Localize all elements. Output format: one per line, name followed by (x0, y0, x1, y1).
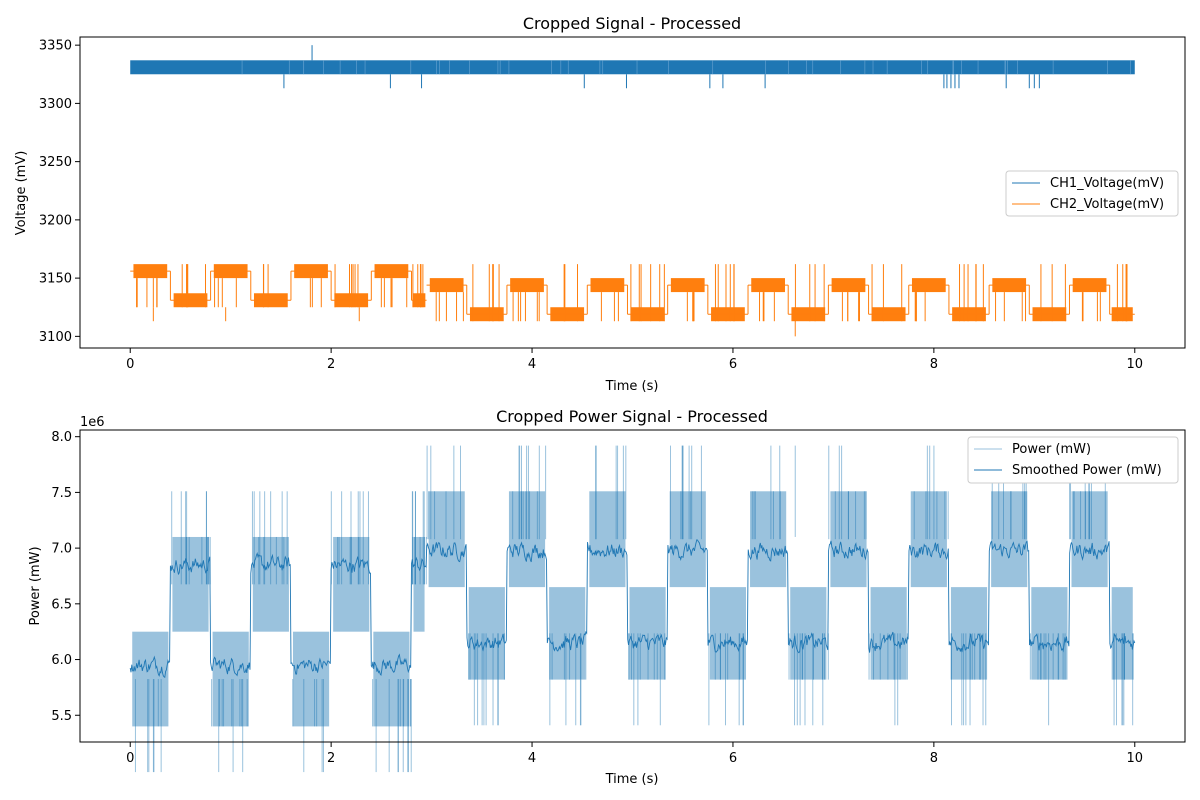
voltage-legend: CH1_Voltage(mV) CH2_Voltage(mV) (1005, 170, 1179, 217)
legend-label-ch2: CH2_Voltage(mV) (1050, 197, 1164, 212)
voltage-ytick-label: 3250 (39, 155, 72, 170)
power-raw-segment (428, 491, 465, 588)
power-chart: Cropped Power Signal - Processed 0 2 4 6 8 10… (28, 407, 1186, 787)
power-axes-frame (79, 429, 1186, 743)
power-xtick-label: 0 (126, 751, 134, 766)
power-plot-area (129, 445, 1136, 773)
power-ytick-label: 5.5 (51, 709, 72, 724)
power-xtick-label: 2 (327, 751, 335, 766)
power-raw-segment (333, 536, 370, 632)
legend-label-smoothed: Smoothed Power (mW) (1012, 463, 1162, 478)
power-raw-segment (373, 631, 410, 727)
power-ticks: 0 2 4 6 8 10 5.5 6.0 6.5 7.0 7.5 8.0 (51, 430, 1143, 766)
power-raw-segment (549, 587, 586, 680)
power-raw-segment (212, 631, 249, 727)
power-raw-segment (950, 587, 988, 680)
voltage-plot-area (130, 45, 1135, 337)
voltage-xtick-label: 6 (729, 357, 737, 372)
voltage-ylabel: Voltage (mV) (14, 151, 29, 236)
power-raw-segment (750, 491, 787, 588)
power-ytick-label: 7.0 (51, 542, 72, 557)
voltage-ytick-label: 3350 (39, 39, 72, 54)
power-xtick-label: 6 (729, 751, 737, 766)
power-raw-segment (669, 491, 706, 588)
power-ytick-label: 8.0 (51, 430, 72, 445)
power-raw-segment (629, 587, 666, 680)
power-raw-segment (132, 631, 169, 727)
power-ytick-label: 7.5 (51, 486, 72, 501)
power-raw-segment (790, 587, 827, 680)
power-raw-segment (1071, 491, 1108, 588)
power-raw-segment (172, 536, 209, 632)
power-raw-segment (413, 536, 425, 632)
voltage-axes-frame (79, 36, 1186, 349)
voltage-xtick-label: 4 (528, 357, 536, 372)
power-offset-text: 1e6 (80, 415, 105, 430)
power-smoothed-line (129, 539, 1136, 679)
voltage-ytick-label: 3200 (39, 213, 72, 228)
power-raw-segment (589, 491, 626, 588)
power-xlabel: Time (s) (605, 772, 659, 787)
power-raw-segment (910, 491, 947, 588)
power-raw-segment (1111, 587, 1133, 680)
power-xtick-label: 4 (528, 751, 536, 766)
power-chart-title: Cropped Power Signal - Processed (496, 407, 768, 426)
power-xtick-label: 8 (930, 751, 938, 766)
power-legend: Power (mW) Smoothed Power (mW) (967, 436, 1179, 484)
voltage-xlabel: Time (s) (605, 379, 659, 394)
voltage-ytick-label: 3150 (39, 272, 72, 287)
power-raw-segment (991, 491, 1028, 588)
ch1-voltage-band (130, 60, 1135, 75)
power-xtick-label: 10 (1126, 751, 1143, 766)
voltage-xtick-label: 10 (1126, 357, 1143, 372)
legend-label-ch1: CH1_Voltage(mV) (1050, 176, 1164, 191)
power-ylabel: Power (mW) (28, 546, 43, 625)
voltage-xtick-label: 2 (327, 357, 335, 372)
voltage-xtick-label: 0 (126, 357, 134, 372)
voltage-chart-title: Cropped Signal - Processed (523, 14, 741, 33)
voltage-ytick-label: 3100 (39, 330, 72, 345)
power-ytick-label: 6.0 (51, 653, 72, 668)
voltage-xtick-label: 8 (930, 357, 938, 372)
power-raw-segment (252, 536, 289, 632)
power-raw-segment (870, 587, 907, 680)
power-raw-segment (1031, 587, 1068, 680)
power-raw-segment (830, 491, 867, 588)
power-ytick-label: 6.5 (51, 597, 72, 612)
voltage-ticks: 0 2 4 6 8 10 3100 3150 3200 3250 3300 3350 (39, 39, 1143, 372)
legend-label-power: Power (mW) (1012, 442, 1091, 457)
voltage-chart: Cropped Signal - Processed 0 2 4 6 8 10 3100 31… (14, 14, 1186, 394)
power-legend-box (967, 436, 1179, 484)
voltage-ytick-label: 3300 (39, 97, 72, 112)
voltage-legend-box (1005, 170, 1179, 217)
power-raw-segment (468, 587, 505, 680)
power-raw-segment (292, 631, 330, 727)
power-raw-segment (709, 587, 747, 680)
power-raw-segment (508, 491, 546, 588)
